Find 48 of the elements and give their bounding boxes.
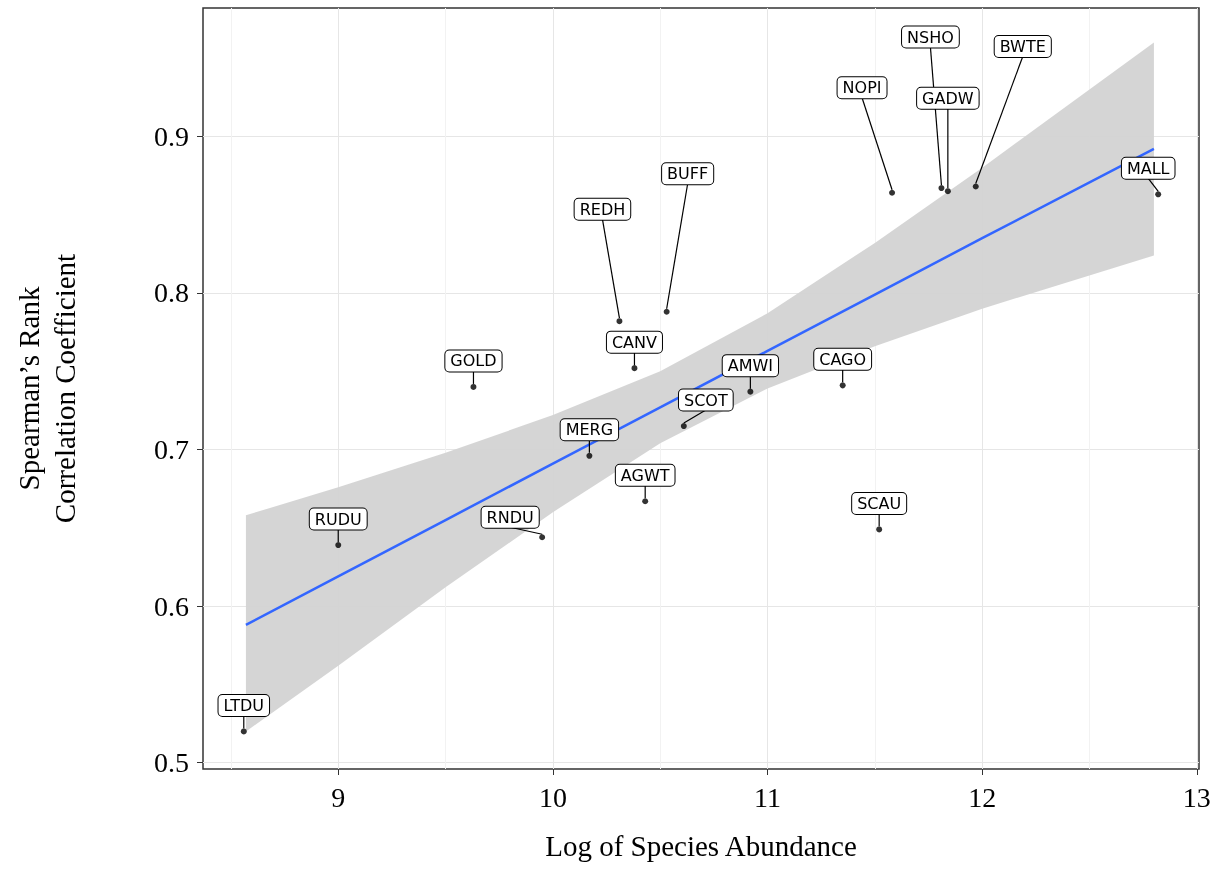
annotation: LTDU bbox=[223, 695, 265, 715]
x-tick-label: 10 bbox=[538, 781, 567, 813]
point bbox=[631, 365, 638, 372]
point bbox=[972, 183, 979, 190]
point bbox=[1155, 191, 1162, 198]
annotation: NOPI bbox=[842, 78, 882, 98]
annotation: BUFF bbox=[667, 164, 709, 184]
point bbox=[889, 189, 896, 196]
y-tick-label: 0.7 bbox=[154, 434, 189, 466]
point bbox=[680, 423, 687, 430]
annotation: NSHO bbox=[907, 27, 954, 47]
point bbox=[663, 308, 670, 315]
point bbox=[586, 452, 593, 459]
x-tick-label: 9 bbox=[331, 781, 346, 813]
point bbox=[470, 383, 477, 390]
point bbox=[335, 542, 342, 549]
annotation: CANV bbox=[611, 332, 658, 352]
point bbox=[539, 534, 546, 541]
annotation: MERG bbox=[565, 420, 614, 440]
x-tick-label: 11 bbox=[754, 781, 782, 813]
point bbox=[240, 728, 247, 735]
annotation: CAGO bbox=[819, 349, 867, 369]
annotation: AMWI bbox=[727, 356, 774, 376]
annotation: SCOT bbox=[683, 390, 728, 410]
y-tick-label: 0.9 bbox=[154, 120, 189, 152]
x-tick-label: 12 bbox=[968, 781, 997, 813]
y-tick-label: 0.5 bbox=[154, 747, 189, 779]
annotation: MALL bbox=[1126, 158, 1170, 178]
annotation: GOLD bbox=[450, 351, 497, 371]
annotation: BWTE bbox=[999, 37, 1046, 57]
point bbox=[938, 185, 945, 192]
y-tick-label: 0.8 bbox=[154, 277, 189, 309]
annotation: GADW bbox=[922, 88, 974, 108]
point bbox=[747, 388, 754, 395]
y-axis-title: Spearman’s Rank Correlation Coefficient bbox=[13, 253, 81, 524]
annotation: AGWT bbox=[620, 465, 670, 485]
point bbox=[876, 526, 883, 533]
annotation: RNDU bbox=[486, 507, 534, 527]
annotation: REDH bbox=[579, 199, 626, 219]
point bbox=[944, 188, 951, 195]
point bbox=[839, 382, 846, 389]
point bbox=[642, 498, 649, 505]
x-axis-title: Log of Species Abundance bbox=[545, 829, 857, 862]
y-tick-label: 0.6 bbox=[154, 590, 189, 622]
point bbox=[616, 318, 623, 325]
annotation: RUDU bbox=[314, 509, 362, 529]
x-tick-label: 13 bbox=[1182, 781, 1211, 813]
annotation: SCAU bbox=[857, 493, 902, 513]
